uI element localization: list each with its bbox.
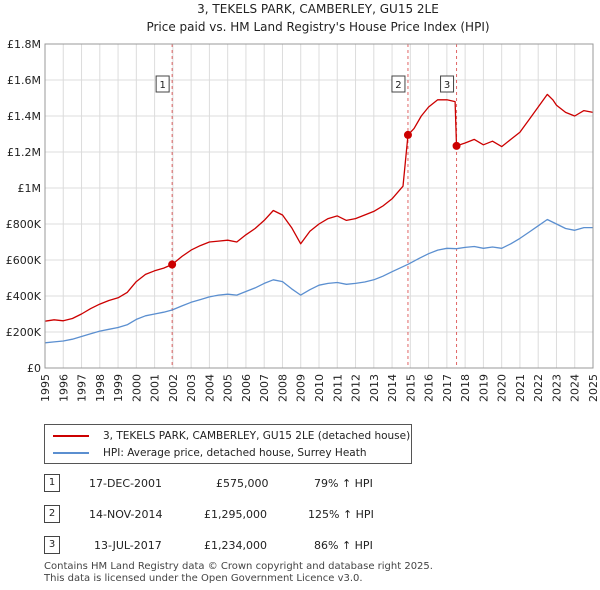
y-tick-label: £200K: [6, 326, 42, 339]
x-tick-label: 2016: [423, 374, 436, 402]
x-tick-label: 2025: [587, 374, 600, 402]
x-tick-label: 2019: [477, 374, 490, 402]
price-chart: 3, TEKELS PARK, CAMBERLEY, GU15 2LE Pric…: [6, 2, 600, 402]
sale-date: 14-NOV-2014: [89, 508, 163, 521]
footer-copyright: Contains HM Land Registry data © Crown c…: [44, 561, 433, 572]
legend-swatch-hpi: [53, 452, 89, 454]
x-tick-label: 2009: [295, 374, 308, 402]
sale-price: £1,234,000: [204, 539, 267, 552]
sale-point: [403, 130, 412, 139]
sale-number-badge: 3: [44, 536, 60, 554]
legend-swatch-property: [53, 435, 89, 437]
x-tick-label: 2008: [276, 374, 289, 402]
x-tick-label: 2023: [550, 374, 563, 402]
sale-hpi-change: 79% ↑ HPI: [314, 477, 373, 490]
x-tick-label: 2011: [331, 374, 344, 402]
x-tick-label: 1997: [76, 374, 89, 402]
legend-item-hpi: HPI: Average price, detached house, Surr…: [53, 445, 366, 461]
chart-legend: 3, TEKELS PARK, CAMBERLEY, GU15 2LE (det…: [44, 424, 412, 464]
y-tick-label: £400K: [6, 290, 42, 303]
sale-marker-label: 2: [395, 80, 401, 91]
legend-label-hpi: HPI: Average price, detached house, Surr…: [103, 447, 367, 459]
sale-row: 2 14-NOV-2014 £1,295,000 125% ↑ HPI: [44, 505, 444, 525]
sale-point: [452, 141, 461, 150]
y-tick-label: £1.8M: [7, 38, 41, 51]
x-tick-label: 2015: [404, 374, 417, 402]
chart-subtitle: Price paid vs. HM Land Registry's House …: [146, 20, 489, 34]
sale-number-badge: 2: [44, 505, 60, 523]
sale-row: 1 17-DEC-2001 £575,000 79% ↑ HPI: [44, 474, 444, 494]
x-tick-label: 2024: [569, 374, 582, 402]
footer-licence: This data is licensed under the Open Gov…: [44, 573, 363, 584]
sale-number-badge: 1: [44, 474, 60, 492]
sale-marker-badge: [440, 75, 455, 93]
property-series-line: [44, 93, 594, 322]
x-tick-label: 2005: [222, 374, 235, 402]
x-tick-label: 2001: [149, 374, 162, 402]
sale-marker-label: 1: [159, 80, 165, 91]
y-tick-label: £1M: [18, 182, 42, 195]
x-tick-label: 2012: [350, 374, 363, 402]
sale-price: £575,000: [216, 477, 269, 490]
sale-hpi-change: 125% ↑ HPI: [308, 508, 374, 521]
x-tick-label: 2003: [185, 374, 198, 402]
sale-row: 3 13-JUL-2017 £1,234,000 86% ↑ HPI: [44, 536, 444, 556]
sale-price: £1,295,000: [204, 508, 267, 521]
sale-marker-badge: [391, 75, 406, 93]
x-tick-label: 2004: [203, 374, 216, 402]
legend-label-property: 3, TEKELS PARK, CAMBERLEY, GU15 2LE (det…: [103, 430, 411, 442]
x-tick-label: 1999: [112, 374, 125, 402]
x-tick-label: 2006: [240, 374, 253, 402]
sale-date: 17-DEC-2001: [89, 477, 163, 490]
x-tick-label: 2017: [441, 374, 454, 402]
sale-hpi-change: 86% ↑ HPI: [314, 539, 373, 552]
x-tick-label: 2007: [258, 374, 271, 402]
x-tick-label: 2020: [496, 374, 509, 402]
sale-date: 13-JUL-2017: [94, 539, 162, 552]
legend-item-property: 3, TEKELS PARK, CAMBERLEY, GU15 2LE (det…: [53, 428, 410, 444]
x-tick-label: 2018: [459, 374, 472, 402]
x-tick-label: 1995: [39, 374, 52, 402]
x-tick-label: 2010: [313, 374, 326, 402]
sale-marker-label: 3: [444, 80, 450, 91]
x-tick-label: 2002: [167, 374, 180, 402]
x-tick-label: 2022: [532, 374, 545, 402]
plot-frame: [44, 43, 594, 369]
sale-point: [168, 260, 177, 269]
y-tick-label: £1.6M: [7, 74, 41, 87]
x-tick-label: 2013: [368, 374, 381, 402]
footer-attribution: Contains HM Land Registry data © Crown c…: [44, 561, 584, 585]
chart-title: 3, TEKELS PARK, CAMBERLEY, GU15 2LE: [197, 2, 439, 16]
x-tick-label: 2000: [130, 374, 143, 402]
y-tick-label: £0: [27, 362, 41, 375]
x-tick-label: 2014: [386, 374, 399, 402]
y-tick-label: £600K: [6, 254, 42, 267]
y-tick-label: £800K: [6, 218, 42, 231]
hpi-series-line: [44, 218, 593, 344]
y-tick-label: £1.2M: [7, 146, 41, 159]
sale-marker-badge: [155, 75, 170, 93]
y-tick-label: £1.4M: [7, 110, 41, 123]
x-tick-label: 1998: [94, 374, 107, 402]
x-tick-label: 2021: [514, 374, 527, 402]
x-tick-label: 1996: [57, 374, 70, 402]
